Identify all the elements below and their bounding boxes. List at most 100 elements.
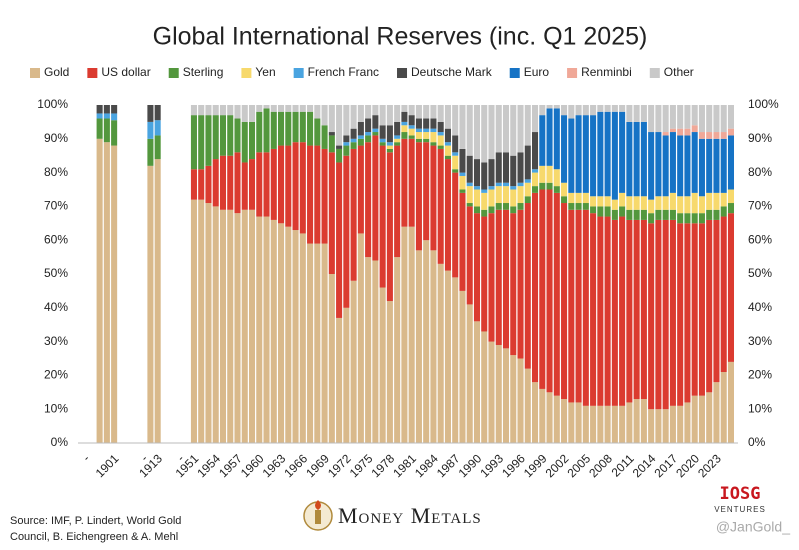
bar-segment (481, 216, 488, 332)
bar-segment (328, 105, 335, 133)
bar-segment (669, 405, 676, 443)
bar-segment (103, 142, 110, 443)
bar-segment (466, 105, 473, 156)
bar-segment (459, 189, 466, 193)
bar-segment (321, 148, 328, 244)
bar-segment (677, 105, 684, 129)
bar-segment (495, 105, 502, 153)
bar-segment (386, 142, 393, 146)
bar-segment (604, 111, 611, 197)
x-tick-label: 1966 (281, 451, 310, 480)
bar-segment (553, 105, 560, 109)
x-tick-label: 1999 (521, 451, 550, 480)
bar-segment (198, 105, 205, 116)
bar-segment (408, 128, 415, 136)
bar-segment (444, 145, 451, 156)
bar-segment (604, 196, 611, 207)
bar-segment (532, 132, 539, 170)
bar-segment (502, 209, 510, 349)
bar-segment (408, 125, 415, 129)
bar-segment (452, 172, 459, 278)
bar-segment (103, 113, 110, 119)
source: Source: IMF, P. Lindert, World Gold (10, 515, 181, 527)
bar-segment (444, 155, 451, 160)
bar-segment (669, 105, 676, 129)
bar-segment (546, 105, 553, 109)
bar-segment (698, 138, 705, 197)
bar-segment (532, 169, 539, 173)
bar-segment (96, 113, 103, 119)
bar-segment (727, 189, 735, 204)
bar-segment (111, 145, 118, 443)
bar-segment (582, 209, 589, 406)
bar-segment (415, 142, 422, 251)
bar-segment (706, 105, 713, 133)
bar-segment (619, 105, 626, 112)
bar-segment (727, 203, 735, 214)
bar-segment (219, 155, 227, 210)
y-tick-label: 70% (44, 199, 68, 213)
bar-segment (720, 372, 727, 443)
legend-label: Other (664, 65, 694, 79)
bar-segment (590, 213, 597, 406)
legend-swatch (649, 68, 660, 78)
bar-segment (517, 186, 524, 204)
y2-tick-label: 70% (748, 199, 772, 213)
bar-segment (248, 105, 256, 122)
bar-segment (640, 196, 647, 210)
bar-segment (684, 196, 691, 214)
bar-segment (619, 111, 626, 193)
bar-segment (495, 209, 502, 345)
bar-segment (459, 192, 466, 291)
bar-segment (263, 108, 270, 153)
bar-segment (314, 105, 321, 119)
bar-segment (386, 125, 393, 143)
bar-segment (597, 111, 604, 197)
bar-segment (285, 145, 292, 227)
bar-segment (473, 159, 481, 187)
bar-segment (444, 128, 451, 143)
bar-segment (488, 186, 495, 190)
bar-segment (248, 121, 256, 160)
bar-segment (415, 128, 422, 133)
bar-segment (633, 121, 640, 197)
bar-segment (677, 128, 684, 136)
bar-segment (488, 213, 495, 342)
bar-segment (488, 105, 495, 160)
bar-segment (684, 128, 691, 136)
x-tick-label: 1993 (477, 451, 506, 480)
bar-segment (430, 128, 437, 133)
bar-segment (285, 111, 292, 146)
bar-segment (648, 409, 655, 443)
legend-label: Deutsche Mark (411, 65, 493, 79)
bar-segment (488, 189, 495, 207)
bar-segment (444, 142, 451, 146)
bar-segment (524, 203, 531, 369)
bar-segment (270, 148, 277, 220)
bar-segment (444, 159, 451, 271)
bar-segment (350, 280, 357, 443)
y2-tick-label: 20% (748, 368, 772, 382)
bar-segment (604, 216, 611, 406)
y2-tick-label: 100% (748, 97, 779, 111)
bar-segment (568, 118, 575, 193)
bar-segment (459, 105, 466, 149)
bar-segment (292, 111, 299, 143)
y2-tick-label: 30% (748, 334, 772, 348)
bar-segment (415, 250, 422, 443)
bar-segment (720, 206, 727, 217)
bar-segment (691, 213, 698, 224)
y2-tick-label: 50% (748, 266, 772, 280)
source: Council, B. Eichengreen & A. Mehl (10, 531, 178, 543)
bar-segment (401, 121, 408, 126)
bar-segment (495, 186, 502, 204)
bar-segment (691, 105, 698, 126)
bar-segment (561, 196, 568, 204)
bar-segment (481, 331, 488, 443)
bar-segment (111, 120, 118, 146)
bar-segment (473, 186, 481, 190)
bar-segment (343, 142, 350, 146)
bar-segment (539, 182, 546, 190)
bar-segment (655, 219, 662, 410)
bar-segment (459, 290, 466, 443)
